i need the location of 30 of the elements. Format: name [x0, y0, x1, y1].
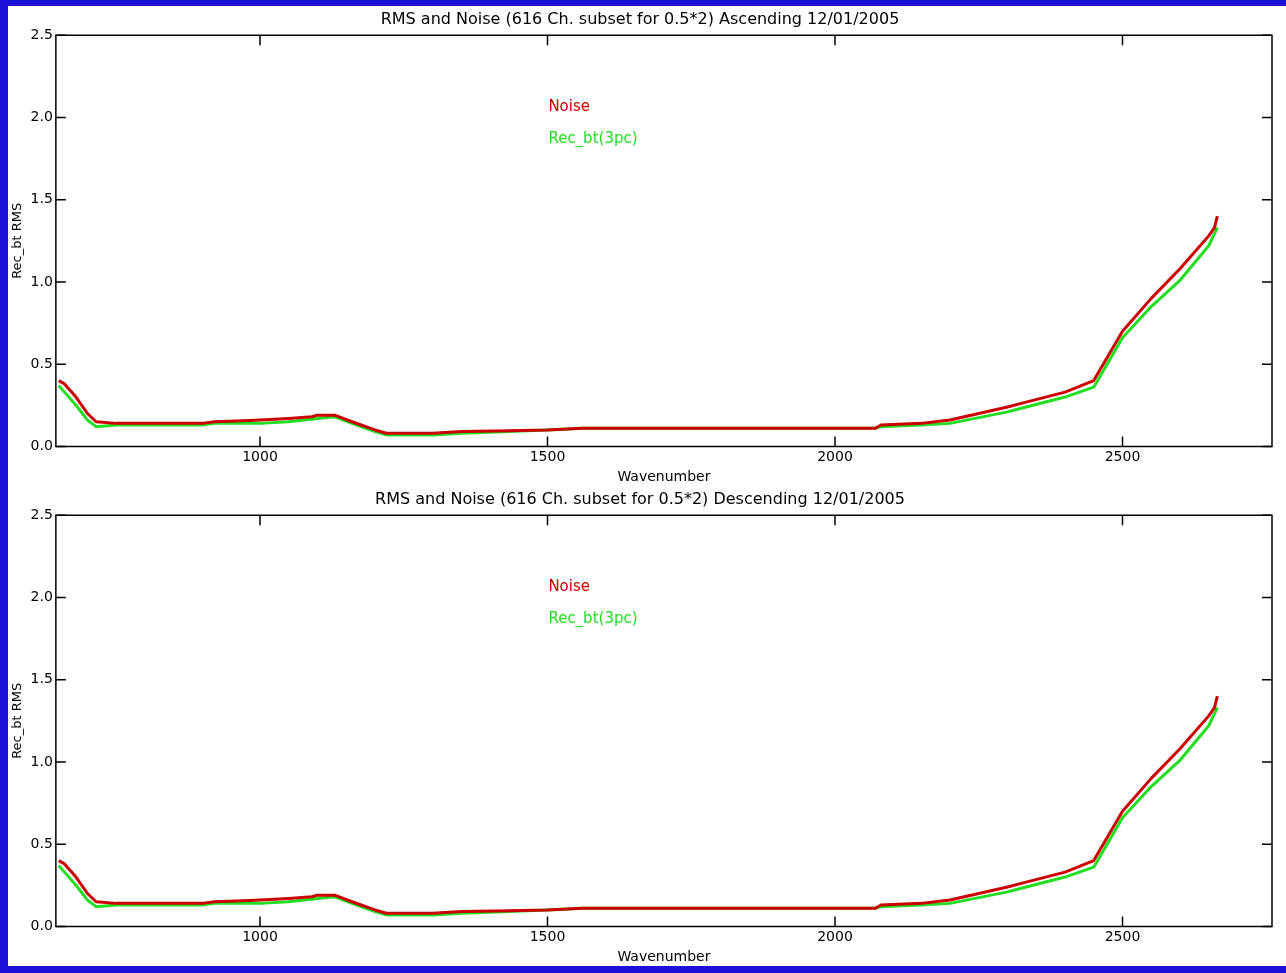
y-tick-label: 1.5 [30, 670, 53, 687]
x-tick-label: 1500 [529, 928, 566, 945]
y-axis-title: Rec_bt RMS [9, 202, 25, 279]
text: Noise [548, 577, 591, 596]
x-tick-label: 2500 [1104, 928, 1141, 945]
y-tick-label: 2.0 [30, 588, 53, 605]
x-axis-title: Wavenumber [617, 948, 711, 965]
y-tick-label: 0.5 [30, 354, 53, 371]
y-tick-label: 0.0 [30, 437, 53, 454]
y-axis-title: Rec_bt RMS [9, 682, 25, 759]
y-tick-label: 1.5 [30, 190, 53, 207]
y-tick-label: 1.0 [30, 752, 53, 769]
x-tick-label: 2000 [817, 448, 853, 465]
text: Rec_bt(3pc) [548, 609, 638, 629]
text: Rec_bt(3pc) [548, 129, 638, 149]
y-tick-label: 2.0 [30, 108, 53, 125]
y-tick-label: 0.5 [30, 834, 53, 851]
x-tick-label: 1000 [242, 448, 278, 465]
y-tick-label: 2.5 [30, 505, 53, 522]
x-tick-label: 1000 [242, 928, 278, 945]
x-axis-title: Wavenumber [617, 468, 711, 485]
x-tick-label: 1500 [529, 448, 566, 465]
y-tick-label: 2.5 [30, 25, 53, 42]
text: Noise [548, 97, 591, 116]
y-tick-label: 0.0 [30, 917, 53, 934]
y-tick-label: 1.0 [30, 272, 53, 289]
x-tick-label: 2500 [1104, 448, 1141, 465]
chart-title: RMS and Noise (616 Ch. subset for 0.5*2) Descending 12/01/2005 [375, 488, 905, 508]
chart-title: RMS and Noise (616 Ch. subset for 0.5*2) Ascending 12/01/2005 [380, 8, 900, 28]
x-tick-label: 2000 [817, 928, 853, 945]
